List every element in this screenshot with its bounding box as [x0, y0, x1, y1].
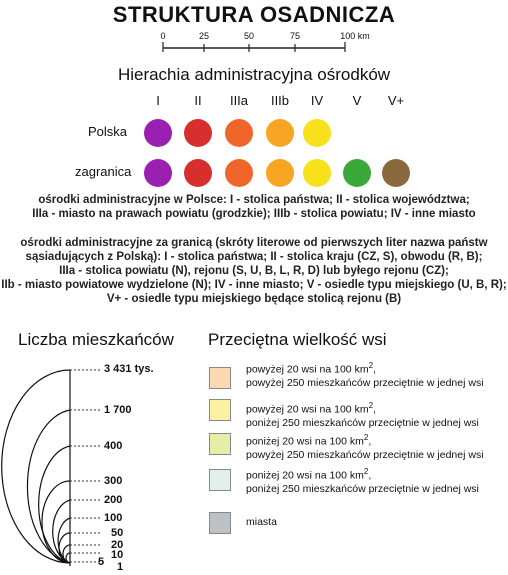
map-legend-title: STRUKTURA OSADNICZA	[112, 2, 396, 27]
scale-tick-label: 50	[243, 31, 255, 41]
description-abroad-line: V+ - osiedle typu miejskiego będące stol…	[106, 293, 402, 305]
population-label: 3 431 tys.	[104, 363, 154, 375]
population-label: 1	[117, 561, 124, 573]
description-poland-line: IIIa - miasto na prawach powiatu (grodzk…	[32, 208, 476, 220]
rank-dot	[225, 119, 253, 147]
hierarchy-column-label: IIIa	[229, 93, 249, 108]
population-label: 200	[104, 494, 123, 506]
legend-text: powyżej 20 wsi na 100 km2, poniżej 250 m…	[246, 401, 479, 429]
rank-dot	[266, 119, 294, 147]
legend-swatch	[209, 469, 231, 491]
hierarchy-row-label-abroad: zagranica	[75, 164, 132, 179]
hierarchy-column-label: II	[194, 93, 202, 108]
rank-dot	[303, 119, 331, 147]
legend-swatch	[209, 512, 231, 534]
scale-tick-label: 100 km	[340, 31, 370, 41]
population-label: 5	[98, 556, 105, 568]
legend-text: powyżej 20 wsi na 100 km2, powyżej 250 m…	[246, 361, 484, 389]
population-label: 1 700	[104, 404, 132, 416]
rank-dot	[343, 159, 371, 187]
legend-swatch	[209, 399, 231, 421]
rank-dot	[225, 159, 253, 187]
hierarchy-row-label-poland: Polska	[88, 124, 128, 139]
hierarchy-column-label: IV	[310, 93, 324, 108]
rank-dot	[382, 159, 410, 187]
description-abroad-line: IIIa - stolica powiatu (N), rejonu (S, U…	[59, 265, 449, 277]
hierarchy-column-label: V	[352, 93, 362, 108]
rank-dot	[184, 119, 212, 147]
scale-tick-label: 0	[160, 31, 166, 41]
rank-dot	[144, 119, 172, 147]
scale-bar	[162, 42, 346, 52]
rank-dot	[144, 159, 172, 187]
scale-tick-label: 25	[198, 31, 210, 41]
hierarchy-column-label: IIIb	[270, 93, 290, 108]
scale-tick-label: 75	[289, 31, 301, 41]
description-abroad-line: sąsiadujących z Polską): I - stolica pań…	[25, 251, 483, 263]
population-label: 20	[111, 539, 124, 551]
rank-dot	[184, 159, 212, 187]
population-label: 400	[104, 440, 123, 452]
description-abroad-line: ośrodki administracyjne za granicą (skró…	[20, 237, 488, 249]
population-label: 50	[111, 527, 124, 539]
population-legend-title: Liczba mieszkańców	[18, 330, 174, 349]
rank-dot	[303, 159, 331, 187]
rank-dot	[266, 159, 294, 187]
village-size-legend-title: Przeciętna wielkość wsi	[208, 330, 387, 349]
legend-text: poniżej 20 wsi na 100 km2, poniżej 250 m…	[246, 467, 479, 495]
legend-text: poniżej 20 wsi na 100 km2, powyżej 250 m…	[246, 433, 484, 461]
description-abroad-line: IIb - miasto powiatowe wydzielone (N); I…	[1, 279, 507, 291]
hierarchy-title: Hierachia administracyjna ośrodków	[117, 65, 391, 84]
hierarchy-column-label: V+	[387, 93, 405, 108]
legend-swatch	[209, 367, 231, 389]
population-label: 100	[104, 512, 123, 524]
legend-text-towns: miasta	[246, 516, 277, 528]
population-label: 10	[111, 549, 124, 561]
description-poland-line: ośrodki administracyjne w Polsce: I - st…	[38, 194, 470, 206]
legend-swatch	[209, 433, 231, 455]
population-label: 300	[104, 475, 123, 487]
hierarchy-column-label: I	[156, 93, 160, 108]
